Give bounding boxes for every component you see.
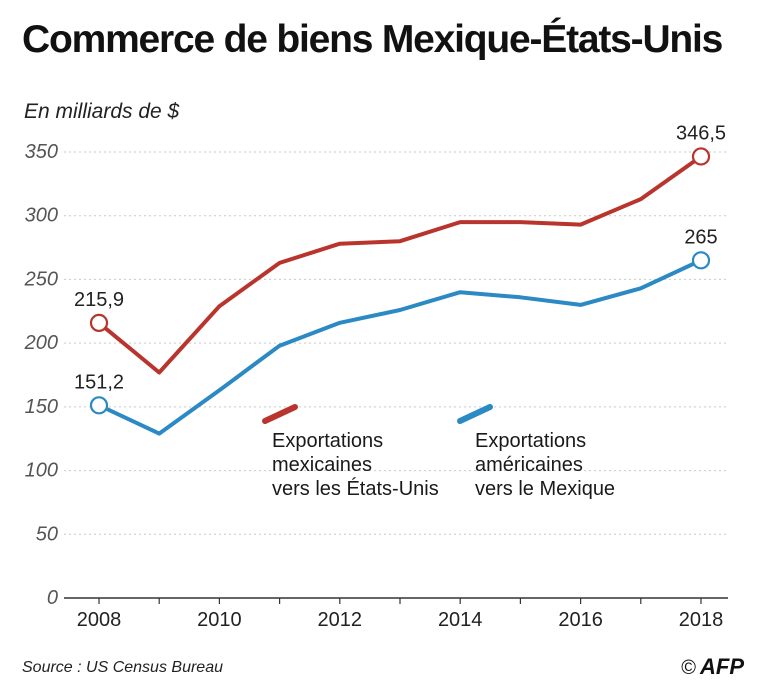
x-tick-label: 2012 [318,609,363,631]
agency-credit: © AFP [681,654,744,680]
y-tick-label: 200 [24,332,58,354]
legend-swatch [262,404,298,424]
y-tick-label: 50 [36,523,58,545]
y-tick-label: 250 [24,268,58,290]
y-tick-label: 300 [25,205,58,227]
y-tick-label: 100 [25,460,58,482]
x-tick-label: 2014 [438,609,483,631]
data-label: 215,9 [74,289,124,311]
x-tick-label: 2018 [679,609,724,631]
copyright-symbol: © [681,657,696,679]
series-line-0 [97,154,703,375]
y-axis-unit-label: En milliards de $ [24,100,180,123]
legend-label-mexican-exports: Exportations mexicaines vers les États-U… [272,430,439,500]
data-label: 346,5 [676,122,726,144]
y-tick-label: 150 [25,396,58,418]
y-tick-label: 350 [25,141,58,163]
chart-title: Commerce de biens Mexique-États-Unis [22,18,723,61]
agency-logo-text: AFP [700,654,744,679]
legend-label-us-exports: Exportations américaines vers le Mexique [475,430,616,500]
data-point-marker [89,396,109,415]
legend-swatch [457,404,493,424]
data-point-marker [89,313,109,332]
data-label: 265 [684,226,717,248]
data-point-marker [691,147,711,166]
data-label: 151,2 [74,371,124,393]
x-tick-label: 2008 [77,609,122,631]
y-tick-label: 0 [47,587,58,609]
x-tick-label: 2010 [197,609,242,631]
source-note: Source : US Census Bureau [22,659,223,676]
data-point-marker [691,251,711,270]
series-line-1 [97,258,703,436]
x-tick-label: 2016 [558,609,603,631]
